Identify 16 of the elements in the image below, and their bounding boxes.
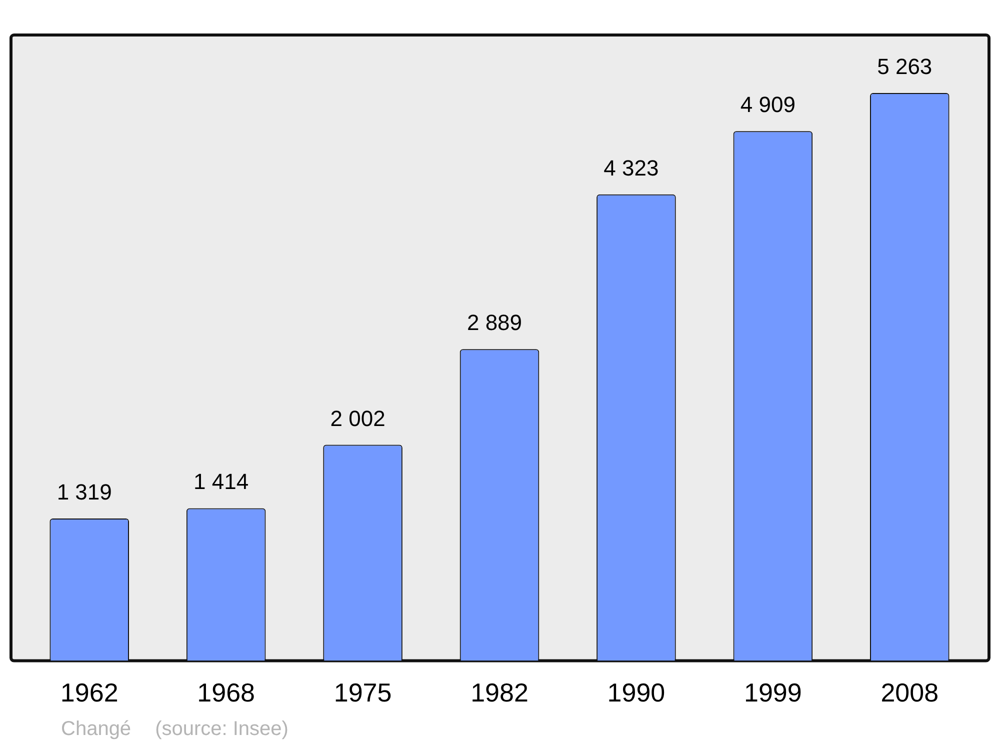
data-label: 5 263 — [877, 54, 932, 79]
x-tick-label: 1968 — [197, 678, 255, 708]
x-tick-label: 1962 — [60, 678, 118, 708]
data-label: 1 414 — [194, 469, 249, 494]
data-label: 1 319 — [56, 479, 112, 504]
data-label: 2 889 — [466, 310, 522, 336]
text: (source: Insee) — [155, 718, 288, 740]
x-tick-label: 1975 — [334, 678, 392, 708]
data-label: 4 909 — [740, 92, 796, 118]
x-tick-label: 2008 — [880, 678, 939, 708]
x-tick-label: 1990 — [607, 678, 666, 708]
data-label: 4 323 — [604, 155, 659, 180]
x-tick-label: 1999 — [744, 678, 802, 708]
x-tick-label: 1982 — [470, 678, 528, 708]
data-label: 2 002 — [330, 406, 386, 431]
text: Changé — [61, 718, 132, 740]
